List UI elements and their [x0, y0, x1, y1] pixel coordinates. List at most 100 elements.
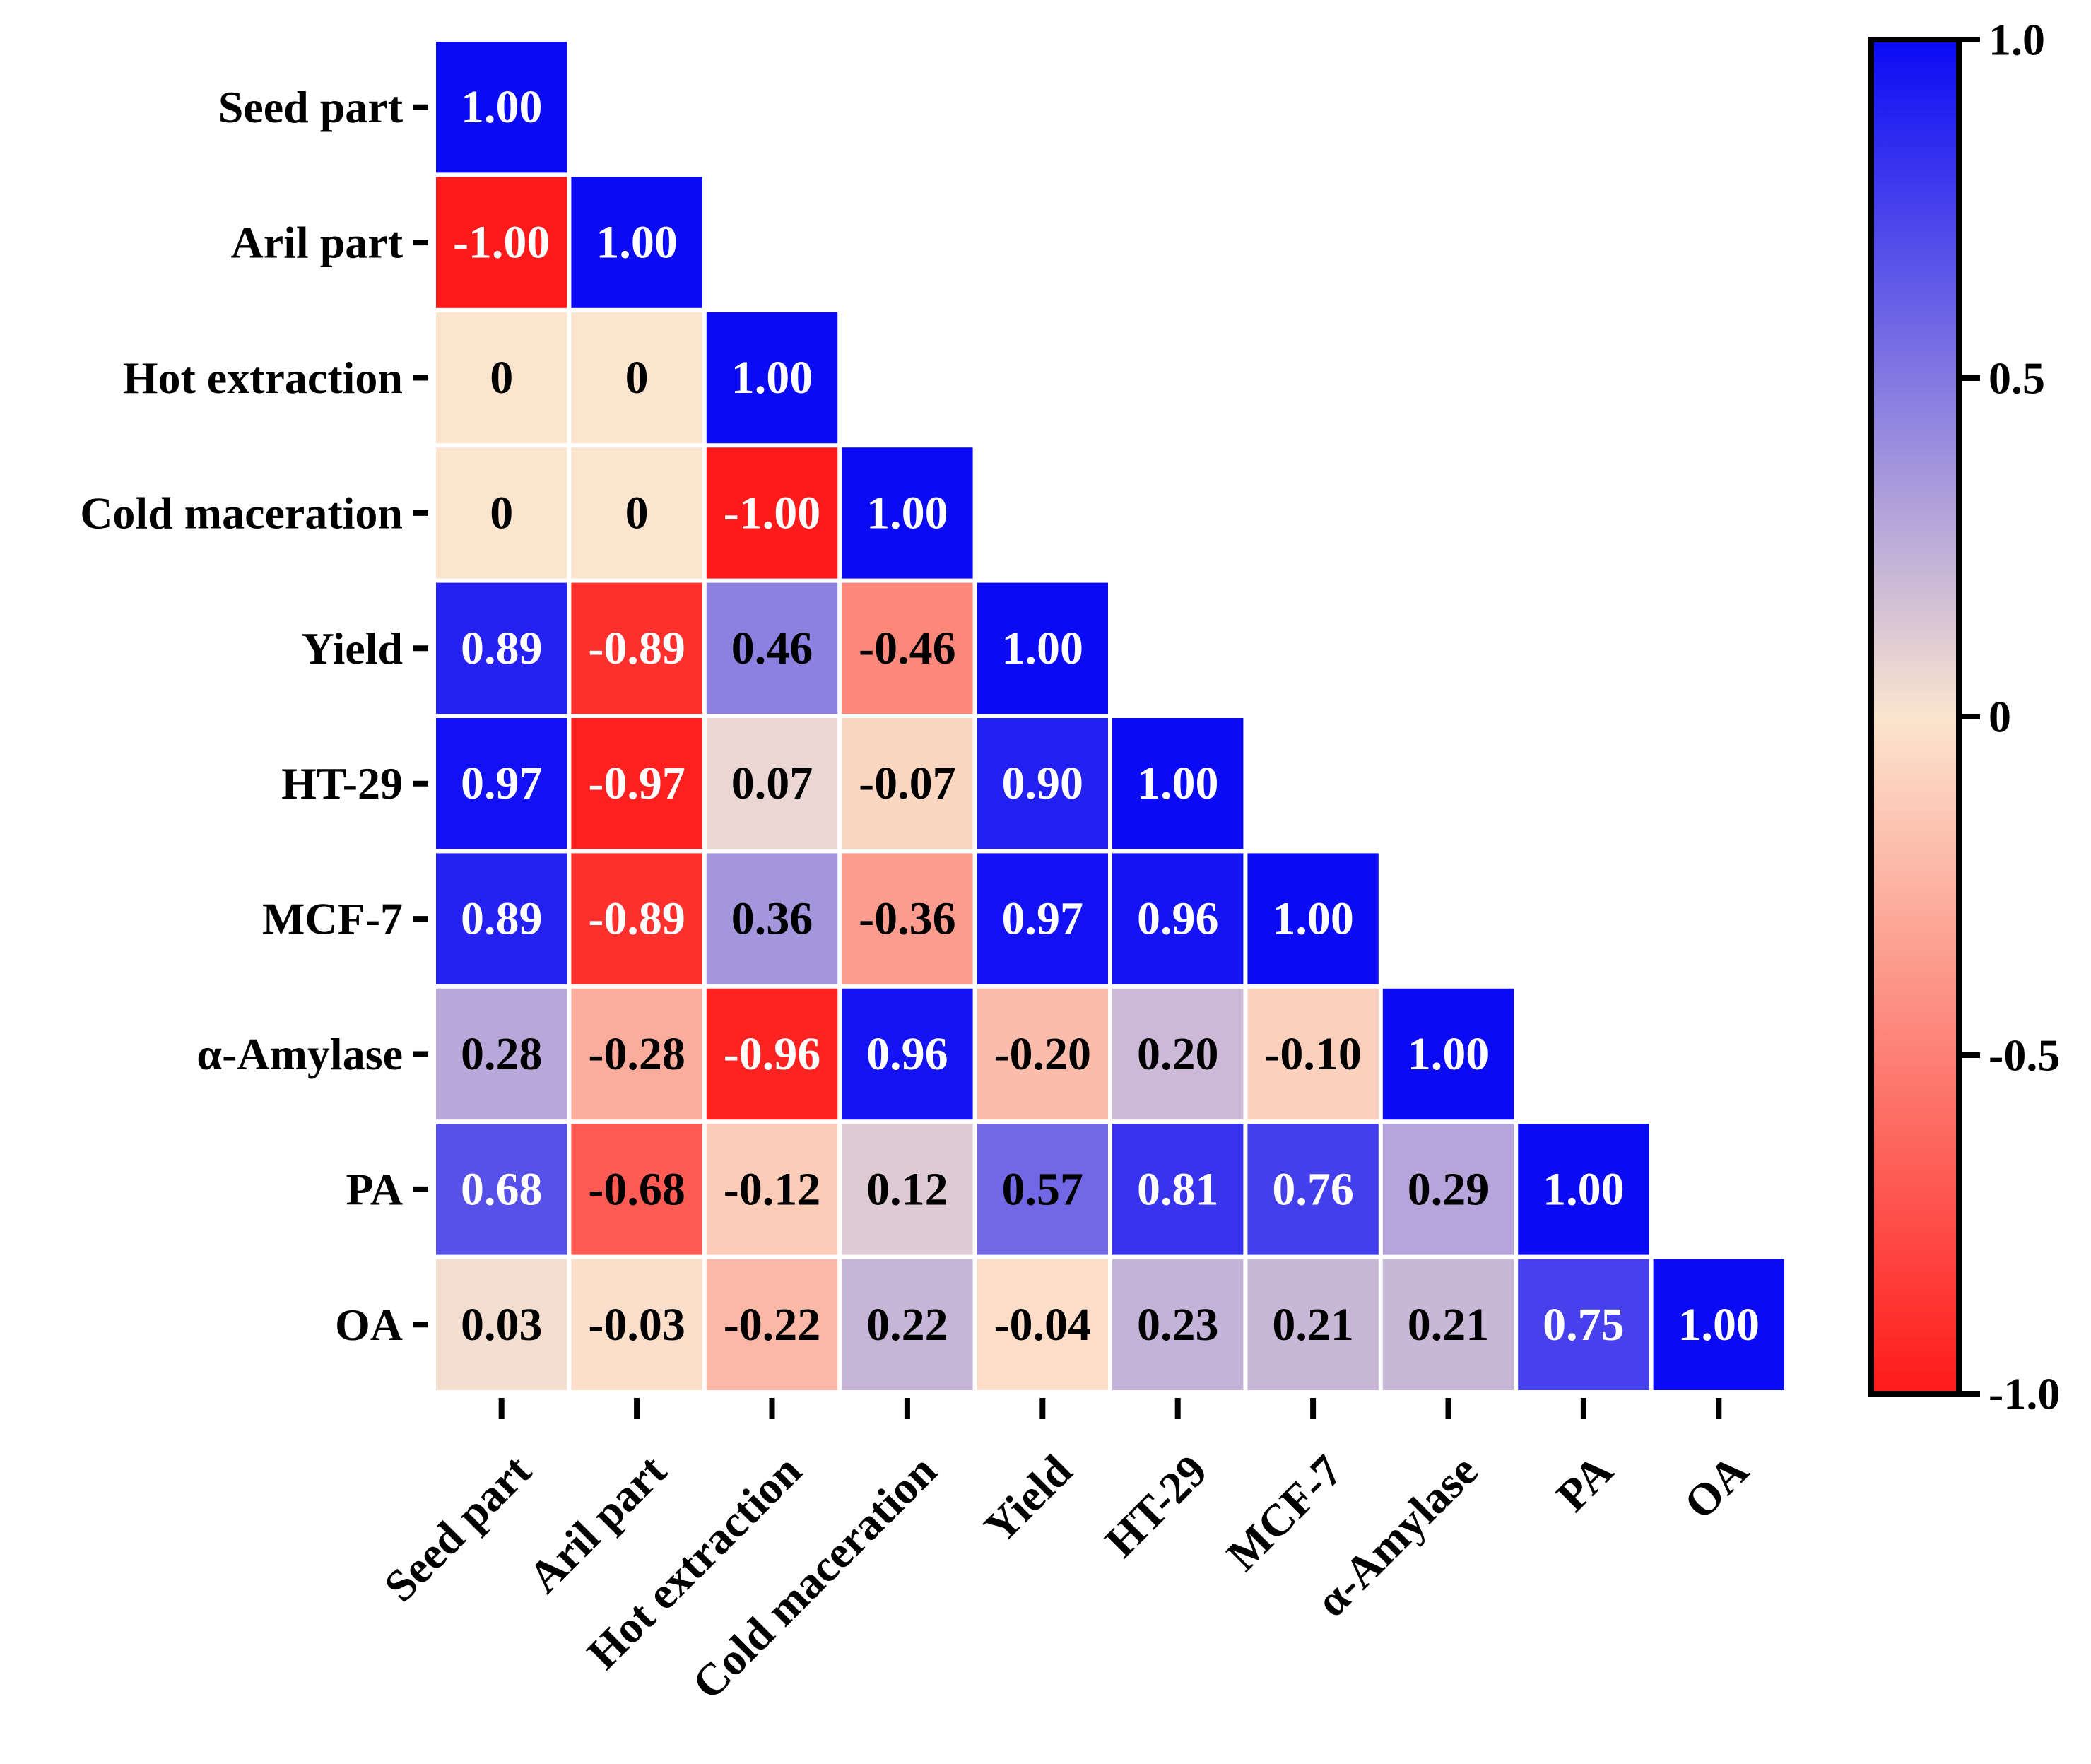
- cell-r9-c0: [436, 1259, 567, 1390]
- cell-r9-c9: [1653, 1259, 1784, 1390]
- cell-r9-c2: [706, 1259, 838, 1390]
- y-tick-label-9: OA: [335, 1300, 403, 1350]
- cell-label-r3-c3: 1.00: [866, 487, 948, 539]
- cell-r3-c1: [571, 447, 702, 579]
- cell-r9-c7: [1382, 1259, 1514, 1390]
- cell-r8-c7: [1382, 1124, 1514, 1255]
- y-tick-label-2: Hot extraction: [123, 353, 403, 403]
- cell-label-r6-c3: -0.36: [859, 893, 955, 945]
- cell-r1-c1: [571, 177, 702, 308]
- colorbar-tick-label-3: -0.5: [1989, 1030, 2060, 1081]
- cell-label-r9-c7: 0.21: [1408, 1299, 1490, 1351]
- cell-label-r6-c6: 1.00: [1272, 893, 1354, 945]
- cell-label-r8-c5: 0.81: [1137, 1163, 1219, 1215]
- cell-label-r9-c8: 0.75: [1543, 1299, 1625, 1351]
- cell-r6-c5: [1112, 853, 1244, 984]
- cell-label-r4-c2: 0.46: [731, 623, 813, 674]
- cell-r5-c3: [842, 718, 973, 849]
- cell-r7-c4: [977, 988, 1108, 1120]
- heatmap-cells: 1.00 -1.00 1.00 0 0 1.00 0 0 -1.00 1.00 0.89 -0.89 0…: [436, 42, 1784, 1390]
- cell-label-r5-c5: 1.00: [1137, 758, 1219, 809]
- cell-label-r8-c4: 0.57: [1002, 1163, 1084, 1215]
- cell-label-r8-c7: 0.29: [1408, 1163, 1490, 1215]
- cell-r2-c1: [571, 312, 702, 444]
- cell-label-r5-c2: 0.07: [731, 758, 813, 809]
- cell-r5-c2: [706, 718, 838, 849]
- y-tick-label-8: PA: [346, 1164, 403, 1214]
- cell-r8-c3: [842, 1124, 973, 1255]
- cell-label-r6-c1: -0.89: [588, 893, 685, 945]
- cell-label-r5-c4: 0.90: [1002, 758, 1084, 809]
- cell-label-r8-c2: -0.12: [724, 1163, 820, 1215]
- y-axis: Seed part Aril part Hot extraction Cold mac…: [80, 82, 428, 1350]
- cell-r6-c6: [1247, 853, 1379, 984]
- cell-r8-c0: [436, 1124, 567, 1255]
- y-tick-label-3: Cold maceration: [80, 488, 403, 538]
- cell-label-r2-c0: 0: [490, 352, 513, 404]
- cell-r8-c8: [1518, 1124, 1649, 1255]
- cell-label-r3-c0: 0: [490, 487, 513, 539]
- cell-label-r7-c7: 1.00: [1408, 1028, 1490, 1080]
- colorbar: 1.0 0.5 0 -0.5 -1.0: [1868, 15, 2060, 1419]
- cell-label-r8-c8: 1.00: [1543, 1163, 1625, 1215]
- cell-r7-c6: [1247, 988, 1379, 1120]
- cell-label-r4-c3: -0.46: [859, 623, 955, 674]
- cell-r4-c2: [706, 582, 838, 714]
- cell-r6-c2: [706, 853, 838, 984]
- cell-label-r9-c6: 0.21: [1272, 1299, 1354, 1351]
- cell-label-r3-c2: -1.00: [724, 487, 820, 539]
- cell-r4-c4: [977, 582, 1108, 714]
- cell-r8-c4: [977, 1124, 1108, 1255]
- cell-label-r4-c1: -0.89: [588, 623, 685, 674]
- cell-r7-c0: [436, 988, 567, 1120]
- cell-label-r9-c0: 0.03: [461, 1299, 543, 1351]
- cell-r8-c1: [571, 1124, 702, 1255]
- cell-r9-c4: [977, 1259, 1108, 1390]
- cell-r5-c4: [977, 718, 1108, 849]
- y-tick-label-0: Seed part: [218, 82, 404, 132]
- cell-r3-c2: [706, 447, 838, 579]
- cell-r3-c0: [436, 447, 567, 579]
- cell-r9-c6: [1247, 1259, 1379, 1390]
- cell-r4-c1: [571, 582, 702, 714]
- cell-label-r8-c6: 0.76: [1272, 1163, 1354, 1215]
- cell-r3-c3: [842, 447, 973, 579]
- cell-r2-c0: [436, 312, 567, 444]
- cell-label-r7-c2: -0.96: [724, 1028, 820, 1080]
- cell-label-r5-c3: -0.07: [859, 758, 955, 809]
- cell-label-r0-c0: 1.00: [461, 81, 543, 133]
- y-tick-label-4: Yield: [302, 623, 403, 674]
- cell-label-r9-c1: -0.03: [588, 1299, 685, 1351]
- cell-label-r3-c1: 0: [625, 487, 649, 539]
- cell-label-r5-c1: -0.97: [588, 758, 685, 809]
- cell-r1-c0: [436, 177, 567, 308]
- cell-r8-c5: [1112, 1124, 1244, 1255]
- cell-label-r8-c3: 0.12: [866, 1163, 948, 1215]
- cell-label-r8-c1: -0.68: [588, 1163, 685, 1215]
- y-tick-label-7: α-Amylase: [196, 1029, 403, 1079]
- cell-label-r6-c2: 0.36: [731, 893, 813, 945]
- cell-label-r9-c3: 0.22: [866, 1299, 948, 1351]
- cell-label-r8-c0: 0.68: [461, 1163, 543, 1215]
- cell-label-r9-c5: 0.23: [1137, 1299, 1219, 1351]
- cell-label-r4-c4: 1.00: [1002, 623, 1084, 674]
- cell-r9-c8: [1518, 1259, 1649, 1390]
- cell-label-r6-c4: 0.97: [1002, 893, 1084, 945]
- cell-label-r7-c0: 0.28: [461, 1028, 543, 1080]
- colorbar-tick-label-2: 0: [1989, 692, 2011, 742]
- cell-r2-c2: [706, 312, 838, 444]
- cell-r6-c1: [571, 853, 702, 984]
- cell-label-r2-c2: 1.00: [731, 352, 813, 404]
- colorbar-tick-label-4: -1.0: [1989, 1369, 2060, 1419]
- cell-r7-c3: [842, 988, 973, 1120]
- cell-r7-c5: [1112, 988, 1244, 1120]
- cell-label-r4-c0: 0.89: [461, 623, 543, 674]
- cell-r7-c1: [571, 988, 702, 1120]
- cell-label-r7-c6: -0.10: [1264, 1028, 1361, 1080]
- cell-r6-c3: [842, 853, 973, 984]
- cell-r4-c0: [436, 582, 567, 714]
- y-tick-label-5: HT-29: [281, 758, 403, 808]
- cell-r5-c0: [436, 718, 567, 849]
- cell-label-r7-c5: 0.20: [1137, 1028, 1219, 1080]
